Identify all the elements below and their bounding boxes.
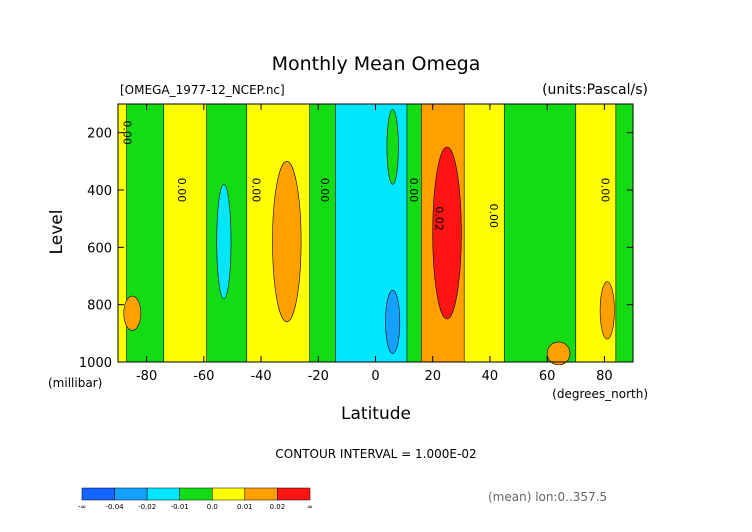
colorbar-label-1: -0.04: [106, 503, 125, 511]
axes-labels: Level (millibar) Latitude (degrees_north…: [47, 210, 648, 424]
x-tick-label-1: -60: [193, 369, 214, 384]
band-5: [309, 104, 336, 362]
band-2: [163, 104, 207, 362]
colorbar-swatch-0: [81, 487, 115, 501]
contour-blob-3: [385, 290, 401, 354]
colorbar-label-0: -∞: [78, 503, 86, 511]
contour-blob-5: [599, 281, 615, 340]
chart-title: Monthly Mean Omega: [272, 53, 481, 75]
band-10: [504, 104, 576, 362]
y-axis-label: Level: [47, 210, 67, 255]
colorbar-swatch-1: [114, 487, 148, 501]
header: Monthly Mean Omega [OMEGA_1977-12_NCEP.n…: [120, 53, 648, 98]
y-unit-label: (millibar): [48, 376, 102, 390]
colorbar-label-3: -0.01: [171, 503, 189, 511]
footer-text: (mean) lon:0..357.5: [488, 490, 607, 504]
y-tick-label-3: 800: [87, 299, 112, 314]
contour-label-3: 0.00: [318, 178, 331, 203]
y-tick-label-2: 600: [87, 241, 112, 256]
x-tick-label-0: -80: [136, 369, 157, 384]
band-0: [118, 104, 127, 362]
colorbar-label-7: ∞: [307, 503, 313, 511]
x-tick-label-8: 80: [596, 369, 613, 384]
contour-label-0: 0.00: [121, 120, 134, 145]
contour-blob-4: [123, 295, 142, 331]
colorbar-swatch-2: [146, 487, 180, 501]
x-tick-label-2: -40: [250, 369, 271, 384]
colorbar-swatch-5: [244, 487, 278, 501]
x-tick-label-6: 40: [482, 369, 499, 384]
contour-blob-2: [216, 183, 232, 300]
plot-area: 0.00 0.00 0.00 0.00 0.00 0.02 0.00 0.00 -80 -60 -4…: [79, 103, 634, 384]
band-9: [464, 104, 505, 362]
contour-label-1: 0.00: [175, 178, 188, 203]
colorbar-label-4: 0.0: [207, 503, 218, 511]
band-12: [615, 104, 633, 362]
contour-blob-0: [432, 146, 462, 320]
x-tick-label-7: 60: [539, 369, 556, 384]
colorbar-label-2: -0.02: [138, 503, 156, 511]
contour-label-5: 0.02: [433, 206, 446, 231]
contour-interval-text: CONTOUR INTERVAL = 1.000E-02: [275, 447, 476, 461]
units-label: (units:Pascal/s): [542, 82, 648, 98]
colorbar-swatch-6: [277, 487, 311, 501]
y-tick-label-0: 200: [87, 127, 112, 142]
x-unit-label: (degrees_north): [552, 387, 648, 401]
contour-blob-7: [386, 109, 399, 185]
y-tick-label-1: 400: [87, 184, 112, 199]
y-tick-label-4: 1000: [79, 356, 112, 371]
colorbar-swatch-3: [179, 487, 213, 501]
contour-label-6: 0.00: [487, 204, 500, 229]
x-tick-label-3: -20: [308, 369, 329, 384]
contour-blob-1: [272, 161, 302, 323]
contour-label-4: 0.00: [407, 178, 420, 203]
file-label: [OMEGA_1977-12_NCEP.nc]: [120, 83, 285, 97]
contour-blob-6: [546, 341, 571, 366]
colorbar-label-6: 0.02: [270, 503, 286, 511]
band-7: [406, 104, 422, 362]
x-axis-label: Latitude: [341, 404, 411, 424]
colorbar-label-5: 0.01: [237, 503, 253, 511]
colorbar: -∞ -0.04 -0.02 -0.01 0.0 0.01 0.02 ∞: [78, 487, 313, 511]
x-tick-label-4: 0: [371, 369, 379, 384]
contour-label-2: 0.00: [249, 178, 262, 203]
colorbar-swatch-4: [212, 487, 246, 501]
contour-label-7: 0.00: [599, 178, 612, 203]
x-tick-label-5: 20: [424, 369, 441, 384]
